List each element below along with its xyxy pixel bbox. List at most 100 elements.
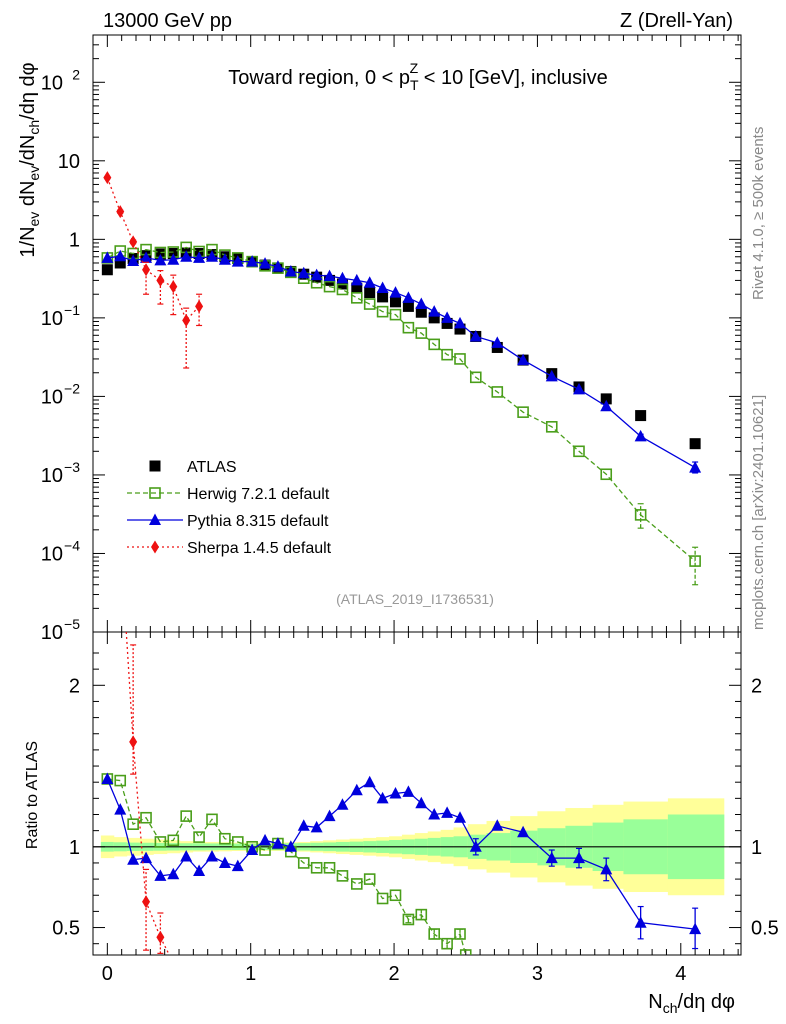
point-sherpa: [129, 235, 138, 249]
point-atlas: [441, 317, 453, 329]
point-herwig: [310, 861, 323, 874]
point-pythia: [441, 806, 454, 818]
point-herwig: [376, 305, 389, 318]
point-pythia: [231, 859, 244, 872]
point-pythia: [363, 775, 376, 788]
point-pythia: [573, 382, 585, 395]
ratio-y-tick-label-right: 2: [751, 675, 762, 697]
point-pythia: [402, 291, 415, 303]
point-pythia: [545, 851, 558, 864]
x-tick-label: 2: [388, 963, 399, 985]
ratio-series: [101, 632, 702, 955]
legend-label-sherpa: Sherpa 1.4.5 default: [187, 540, 332, 557]
point-herwig: [323, 861, 336, 874]
legend-marker-herwig: [149, 487, 161, 499]
point-herwig: [454, 928, 466, 940]
point-herwig: [469, 371, 482, 384]
point-atlas: [101, 264, 113, 276]
point-herwig: [389, 889, 402, 902]
point-pythia: [154, 869, 167, 881]
legend-marker-atlas: [149, 460, 161, 472]
point-herwig: [545, 421, 558, 433]
point-herwig: [402, 913, 415, 926]
point-sherpa: [103, 171, 112, 185]
point-pythia: [350, 273, 363, 286]
series-line-sherpa: [125, 632, 134, 742]
main-y-tick-exponent: −1: [64, 302, 80, 318]
point-atlas: [351, 282, 363, 294]
legend: ATLAS Herwig 7.2.1 default Pythia 8.315 de…: [127, 459, 332, 557]
ratio-panel: 0.5 0.5 1 1 2 2 Ratio to ATLAS: [24, 631, 779, 956]
main-series: [101, 171, 702, 586]
point-pythia: [634, 429, 647, 442]
point-sherpa: [156, 273, 165, 287]
point-pythia: [310, 268, 323, 281]
point-pythia: [689, 461, 702, 473]
point-herwig: [428, 338, 441, 351]
plot-title: Toward region, 0 < pTZ < 10 [GeV], inclu…: [228, 60, 607, 93]
point-pythia: [114, 803, 127, 815]
series-pythia: [101, 249, 702, 474]
process-label: Z (Drell-Yan): [620, 10, 733, 32]
point-pythia: [271, 837, 284, 849]
point-atlas: [454, 323, 466, 335]
point-herwig: [140, 811, 152, 824]
point-sherpa: [142, 263, 151, 277]
legend-label-atlas: ATLAS: [187, 459, 237, 476]
main-y-tick-exponent: 2: [72, 66, 80, 82]
point-herwig: [459, 949, 472, 955]
point-sherpa: [142, 895, 151, 909]
point-pythia: [389, 787, 402, 799]
point-herwig: [180, 810, 192, 822]
main-y-tick-exponent: −3: [64, 459, 80, 475]
point-herwig: [600, 468, 613, 481]
main-y-tick-label: 10: [41, 465, 63, 487]
main-y-tick-label: 10: [41, 543, 63, 565]
point-pythia: [415, 796, 428, 809]
point-atlas: [689, 438, 701, 450]
point-herwig: [415, 327, 428, 339]
point-pythia: [154, 253, 167, 266]
main-y-tick-label: 10: [41, 622, 63, 644]
point-atlas: [428, 312, 440, 324]
ratio-y-axis-label: Ratio to ATLAS: [24, 741, 41, 849]
point-pythia: [350, 783, 363, 796]
point-pythia: [218, 856, 231, 868]
point-pythia: [428, 807, 441, 820]
mcplots-label: mcplots.cern.ch [arXiv:2401.10621]: [750, 395, 767, 630]
rivet-label: Rivet 4.1.0, ≥ 500k events: [750, 127, 767, 300]
main-y-tick-label: 1: [69, 229, 80, 251]
point-herwig: [231, 836, 244, 848]
point-sherpa: [182, 313, 191, 327]
point-pythia: [491, 819, 504, 831]
point-pythia: [246, 843, 259, 856]
main-y-tick-label: 10: [41, 308, 63, 330]
x-tick-label: 4: [675, 963, 686, 985]
main-y-tick-exponent: −4: [64, 537, 80, 553]
point-pythia: [454, 811, 467, 823]
point-pythia: [114, 249, 127, 262]
point-herwig: [441, 348, 453, 361]
series-herwig: [101, 241, 701, 586]
point-herwig: [363, 873, 376, 885]
point-herwig: [363, 298, 376, 310]
point-pythia: [310, 820, 323, 833]
point-pythia: [140, 251, 153, 263]
ratio-y-tick-label: 2: [69, 675, 80, 697]
plot-title-prefix: Toward region, 0 < p: [228, 67, 410, 89]
point-herwig: [193, 831, 205, 843]
point-herwig: [454, 353, 466, 365]
x-axis-label: Nch/dη dφ: [648, 991, 735, 1016]
point-pythia: [127, 853, 140, 865]
point-pythia: [469, 840, 482, 852]
point-herwig: [336, 870, 349, 882]
energy-label: 13000 GeV pp: [103, 10, 232, 32]
ratio-y-tick-label: 0.5: [52, 918, 80, 940]
point-pythia: [180, 849, 193, 862]
point-pythia: [573, 851, 585, 864]
point-pythia: [600, 862, 613, 875]
point-pythia: [231, 255, 244, 267]
point-pythia: [517, 353, 530, 366]
point-herwig: [441, 937, 453, 950]
